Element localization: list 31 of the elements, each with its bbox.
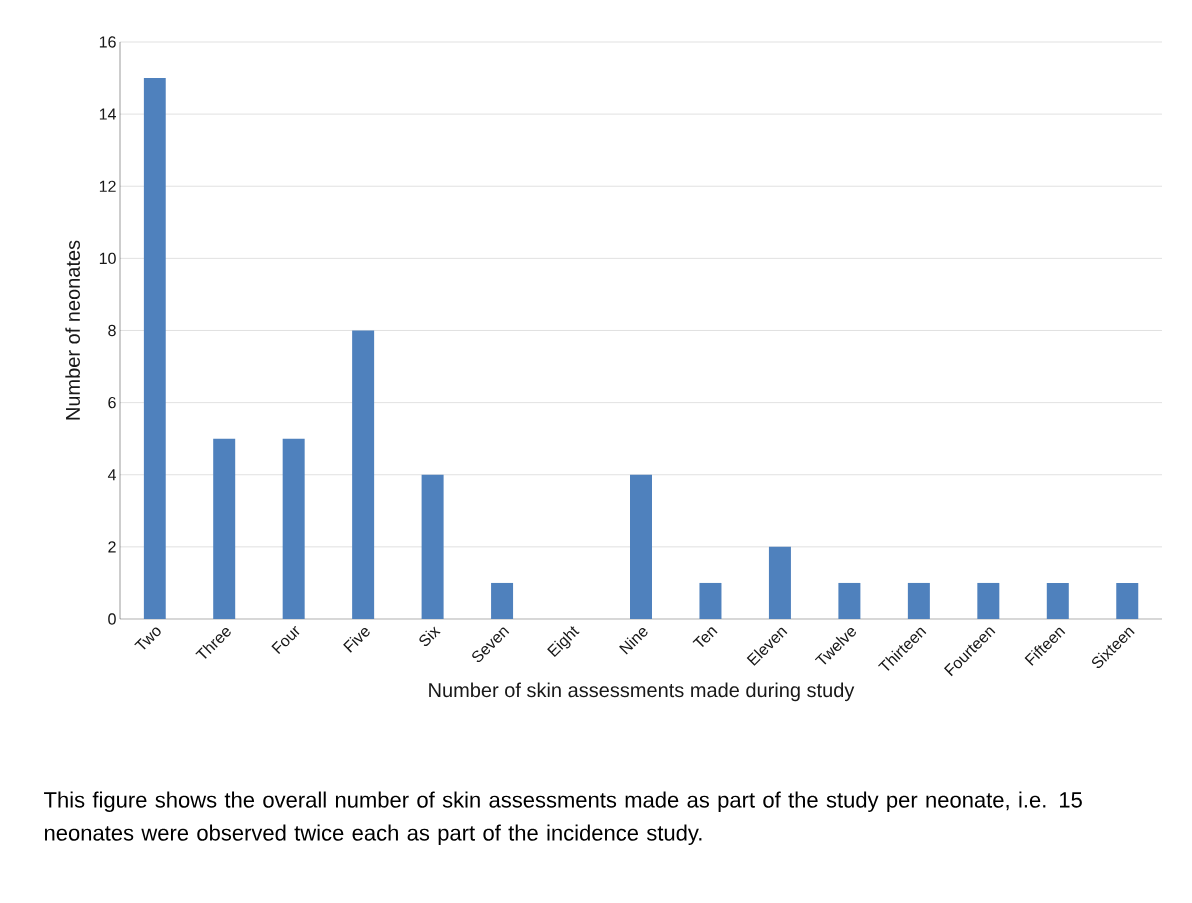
y-tick-label: 0 [108, 613, 116, 625]
y-tick-label: 2 [108, 541, 116, 553]
bar [907, 582, 930, 619]
bar [352, 330, 375, 619]
x-tick-label: Ten [692, 627, 718, 648]
x-tick-label: Nine [619, 628, 648, 655]
bar [699, 582, 722, 619]
y-axis-title: Number of neonates [65, 240, 80, 420]
x-tick-label: Two [134, 627, 161, 650]
y-tick-label: 16 [99, 36, 116, 48]
x-tick-label: Five [343, 628, 370, 653]
bar [838, 582, 861, 619]
bar [143, 78, 166, 619]
y-tick-label: 4 [107, 469, 116, 481]
y-tick-label: 10 [99, 252, 116, 265]
y-tick-label: 14 [99, 108, 116, 120]
x-tick-label: Six [419, 626, 441, 647]
text: This figure shows the overall number of skin assessments made as part of the study per neonate, i.e. 15 neonates were observed twice each as part of the incidence study. [44, 791, 1082, 846]
y-tick-label: 12 [99, 180, 116, 192]
y-tick-label: 6 [108, 396, 116, 409]
bar [1046, 582, 1069, 619]
bar [1116, 582, 1139, 619]
y-tick-label: 8 [108, 324, 116, 337]
x-axis-title: Number of skin assessments made during study [429, 682, 855, 702]
bar [630, 474, 652, 619]
bar [282, 438, 305, 619]
bar [491, 582, 514, 619]
bar [421, 474, 444, 619]
bar [977, 582, 1000, 619]
bar [768, 546, 791, 619]
bar [213, 438, 236, 619]
